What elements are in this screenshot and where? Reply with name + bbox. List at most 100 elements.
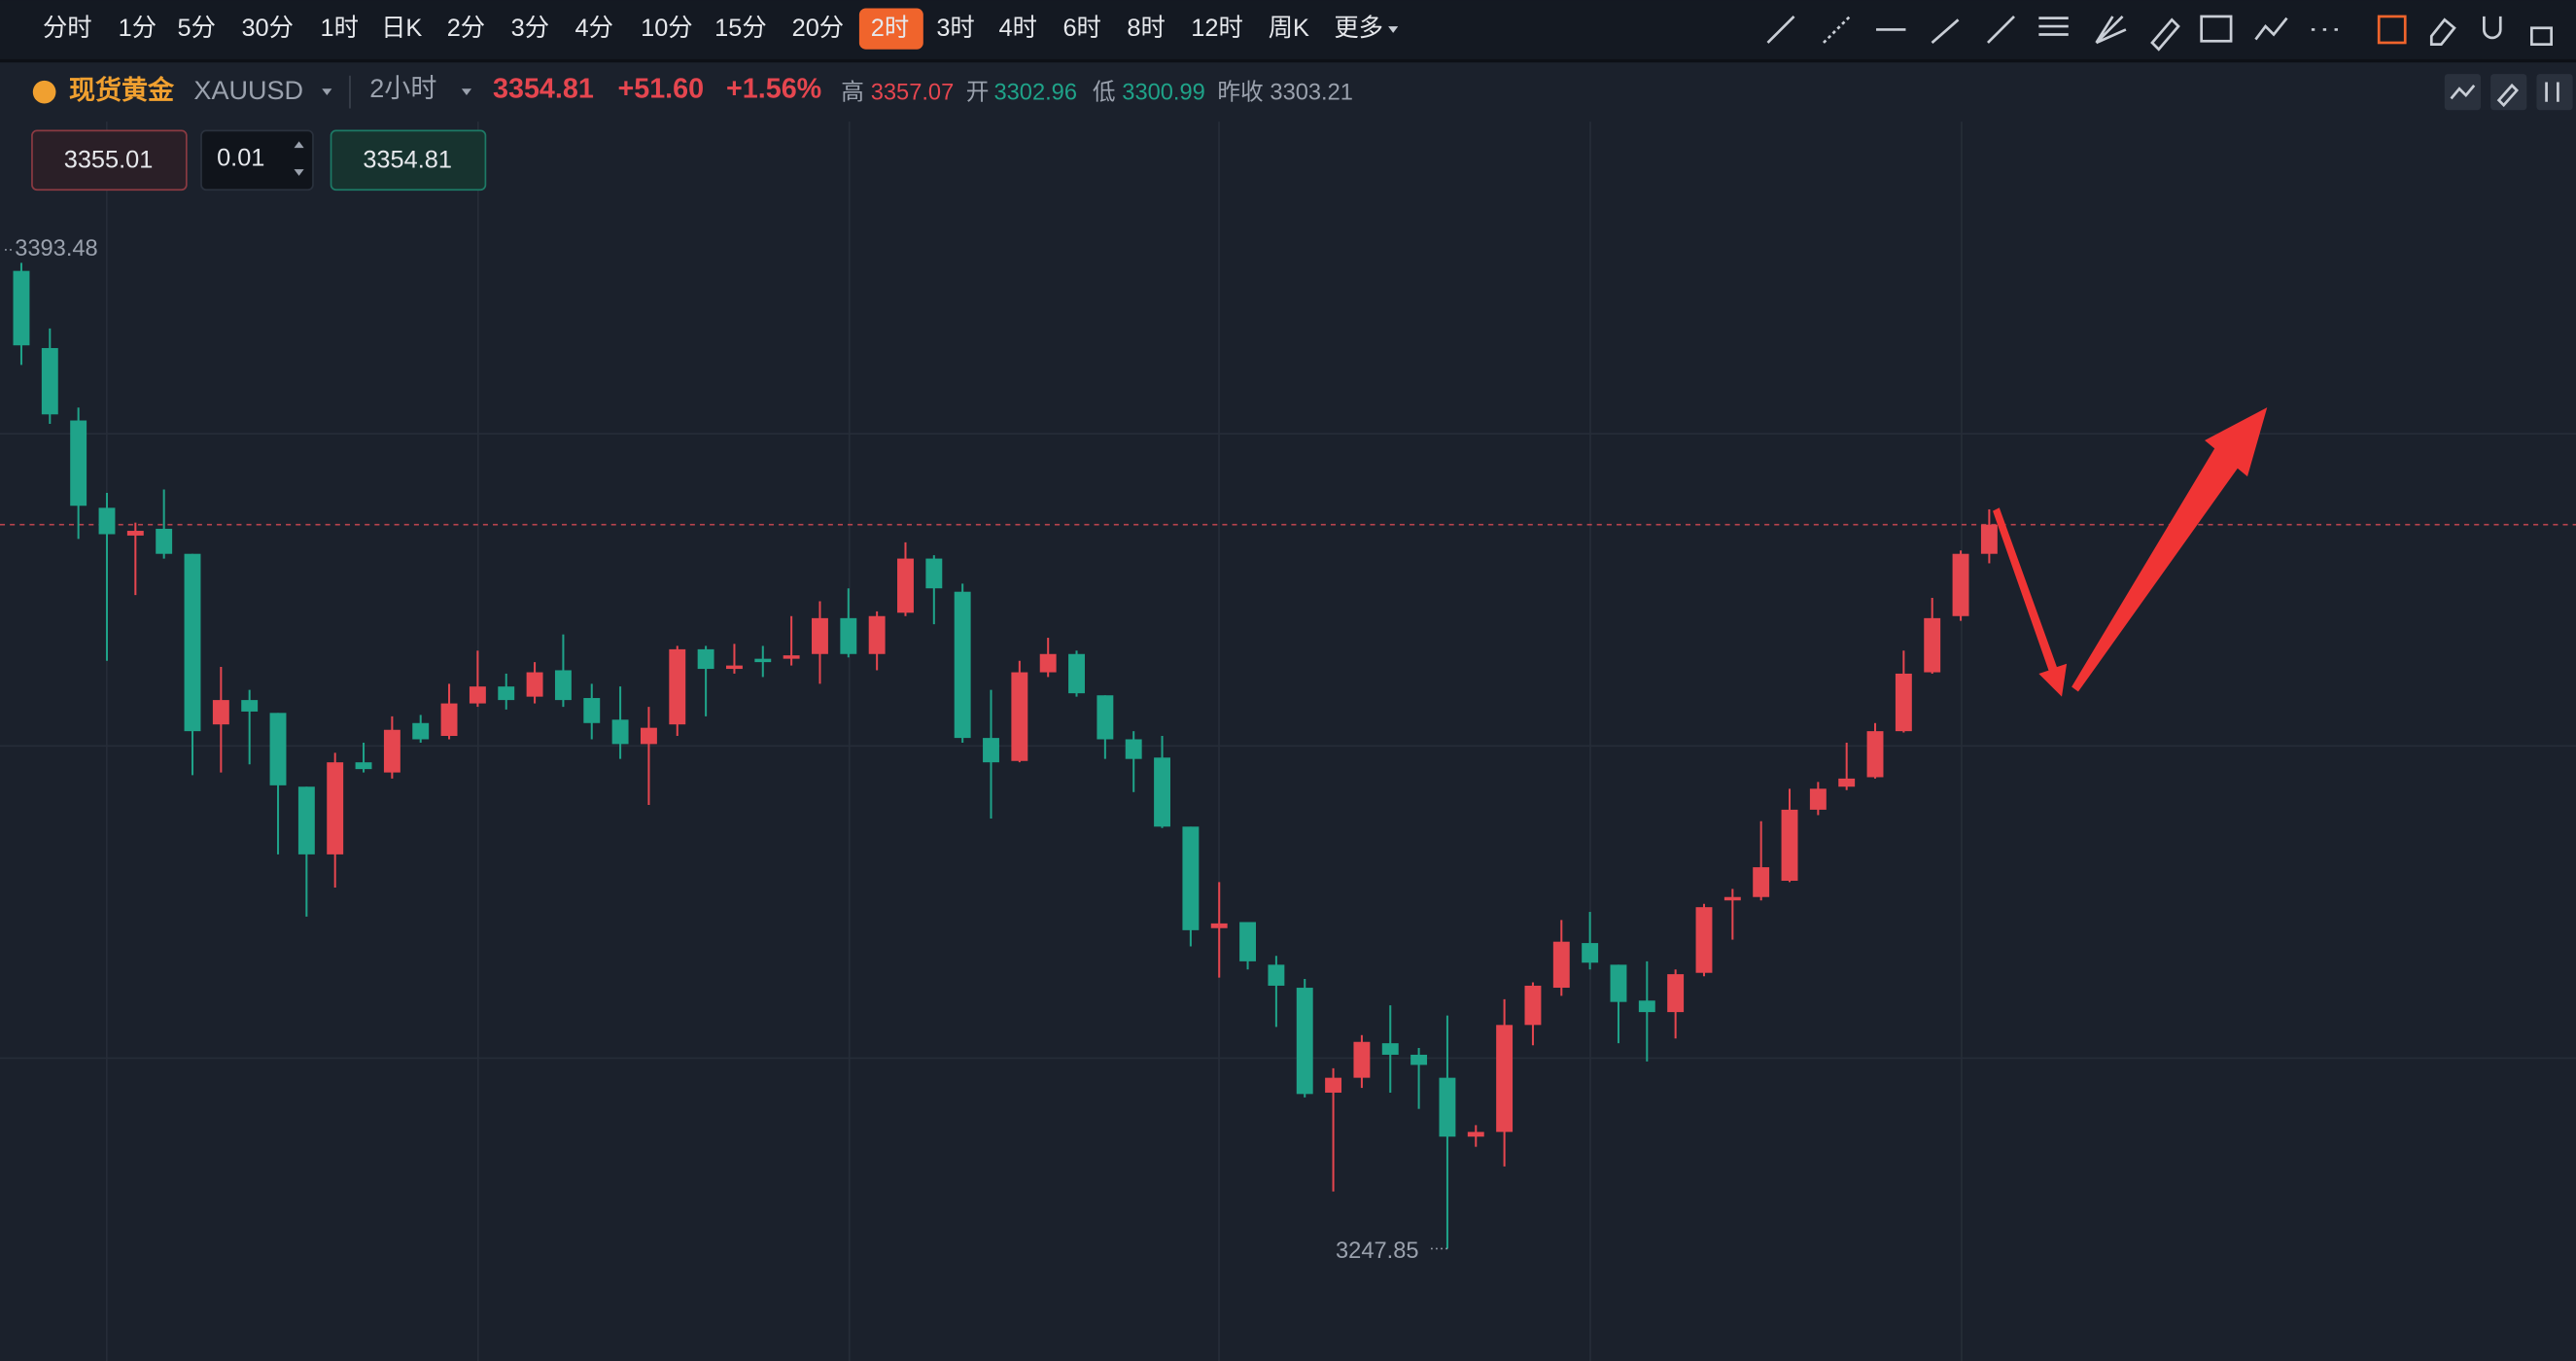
open-value: 3302.96 <box>993 81 1077 106</box>
interval[interactable]: 5分 <box>178 15 216 42</box>
interval[interactable]: 10分 <box>641 15 693 42</box>
candle-body <box>925 558 943 589</box>
tool-icon[interactable] <box>2200 15 2233 43</box>
tool-icon[interactable] <box>1766 15 1795 44</box>
last-price: 3354.81 <box>493 74 594 105</box>
candlestick-chart: 3393.48 3247.85 <box>0 236 2576 1264</box>
candle-body <box>355 762 372 770</box>
candle-body <box>184 553 201 732</box>
interval[interactable]: 20分 <box>792 15 845 42</box>
arrow <box>1993 507 2068 697</box>
chart-button-icon <box>2545 82 2559 102</box>
interval-bar: 分时 1分 5分 30分 1时 日K 2分 3分 4分 10分 15分 20分 2时 3时 4时 6时 8时 12… <box>43 8 1399 50</box>
candle-body <box>1467 1132 1484 1137</box>
candle-body <box>1011 672 1028 761</box>
candle-body <box>1610 964 1627 1002</box>
candle-body <box>1952 553 1969 616</box>
candle-body <box>1268 964 1285 986</box>
buy-price[interactable]: 3354.81 <box>363 146 452 173</box>
change-percent: +1.56% <box>726 74 821 105</box>
candle-body <box>1524 985 1542 1026</box>
interval[interactable]: 周K <box>1269 15 1309 42</box>
candle-body <box>697 648 714 670</box>
period[interactable]: 2小时 <box>369 74 436 103</box>
candle-body <box>1381 1043 1399 1055</box>
candle-body <box>1638 1000 1655 1013</box>
tool-icon[interactable] <box>1987 15 2015 44</box>
candle-body <box>726 665 743 670</box>
interval[interactable]: 日K <box>381 15 422 42</box>
tool-icon[interactable] <box>2377 15 2407 45</box>
interval[interactable]: 15分 <box>714 15 767 42</box>
tool-icon[interactable] <box>2150 17 2180 52</box>
interval[interactable]: 2分 <box>447 15 485 42</box>
buy-button[interactable] <box>330 129 487 192</box>
interval[interactable]: 4分 <box>575 15 613 42</box>
candle-body <box>1296 988 1313 1095</box>
chart-button[interactable] <box>2490 74 2527 111</box>
interval[interactable]: 1时 <box>321 15 359 42</box>
tool-icon[interactable] <box>2483 16 2502 40</box>
quantity[interactable]: 0.01 <box>217 145 264 172</box>
candle-body <box>1410 1054 1428 1065</box>
candle-body <box>1325 1077 1342 1093</box>
interval[interactable]: 12时 <box>1191 15 1243 42</box>
candle-body <box>1980 524 1998 554</box>
caret <box>322 88 332 96</box>
candle-body <box>1753 867 1770 897</box>
symbol-icon <box>32 80 56 104</box>
interval[interactable]: 8时 <box>1127 15 1165 42</box>
candle-body <box>212 700 229 725</box>
interval[interactable]: 4时 <box>999 15 1037 42</box>
symbol-name[interactable]: 现货黄金 <box>69 75 175 105</box>
candle-body <box>1353 1041 1371 1078</box>
candle-body <box>754 658 772 663</box>
active-interval[interactable] <box>858 8 923 50</box>
candle-body <box>1838 778 1856 787</box>
candle-body <box>241 700 259 712</box>
quantity-input[interactable] <box>200 129 314 192</box>
candle-body <box>156 528 173 554</box>
interval[interactable]: 2时 <box>871 15 909 42</box>
tool-icon[interactable] <box>2530 26 2554 47</box>
prev-close-label: 昨收 <box>1217 80 1263 106</box>
low-value: 3300.99 <box>1122 81 1205 106</box>
candle-body <box>1125 739 1142 759</box>
chart-button-icon <box>2450 85 2476 100</box>
candle-body <box>469 686 486 704</box>
candle-body <box>412 722 430 740</box>
candle-body <box>1097 695 1114 740</box>
interval[interactable]: 分时 <box>43 15 92 42</box>
interval[interactable]: 30分 <box>241 15 294 42</box>
tool-icon[interactable] <box>2038 17 2069 36</box>
toolbar <box>0 0 2576 59</box>
interval[interactable]: 1分 <box>119 15 157 42</box>
low-label: 低 <box>1093 80 1116 106</box>
candle-body <box>383 729 400 773</box>
interval[interactable]: 6时 <box>1062 15 1100 42</box>
tool-icon[interactable] <box>2254 17 2288 41</box>
interval[interactable]: 3时 <box>936 15 974 42</box>
sell-price[interactable]: 3355.01 <box>64 146 154 173</box>
tool-icon[interactable] <box>2095 15 2127 45</box>
candle-body <box>783 655 800 659</box>
candle-body <box>583 698 601 723</box>
sell-button[interactable] <box>31 129 188 192</box>
arrow <box>2071 407 2268 692</box>
tool-icons <box>1766 15 2573 111</box>
interval[interactable]: 更多 <box>1334 15 1383 42</box>
caret <box>1388 26 1399 33</box>
candle-body <box>1068 653 1085 694</box>
interval[interactable]: 3分 <box>511 15 549 42</box>
chart-button[interactable] <box>2536 74 2573 111</box>
candle-body <box>13 270 30 346</box>
candle-body <box>126 531 144 536</box>
symbol-code[interactable]: XAUUSD <box>193 76 303 105</box>
tool-icon[interactable] <box>2429 17 2456 47</box>
candle-body <box>1667 974 1685 1013</box>
candle-body <box>1809 788 1827 810</box>
tool-icon[interactable] <box>1931 18 1960 44</box>
change: +51.60 <box>617 74 704 105</box>
